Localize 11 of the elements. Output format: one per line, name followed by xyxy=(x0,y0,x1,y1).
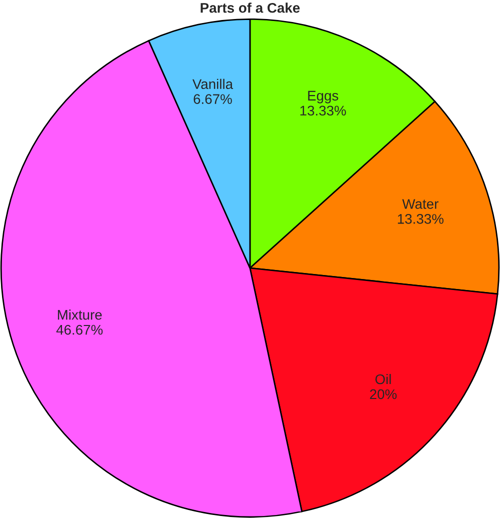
slice-label: Water xyxy=(402,199,438,209)
slice-label: Vanilla xyxy=(192,78,234,90)
slice-label: Oil xyxy=(375,374,391,384)
slice-label: Eggs xyxy=(308,90,338,104)
data-label: 13.33% xyxy=(398,214,444,224)
data-label: 13.33% xyxy=(300,106,346,116)
data-label: 46.67% xyxy=(56,324,103,335)
slice-label: Mixture xyxy=(58,310,102,320)
data-label: 6.67% xyxy=(194,94,232,104)
chart-title: Parts of a Cake xyxy=(200,2,300,13)
data-label: 20% xyxy=(370,389,397,400)
